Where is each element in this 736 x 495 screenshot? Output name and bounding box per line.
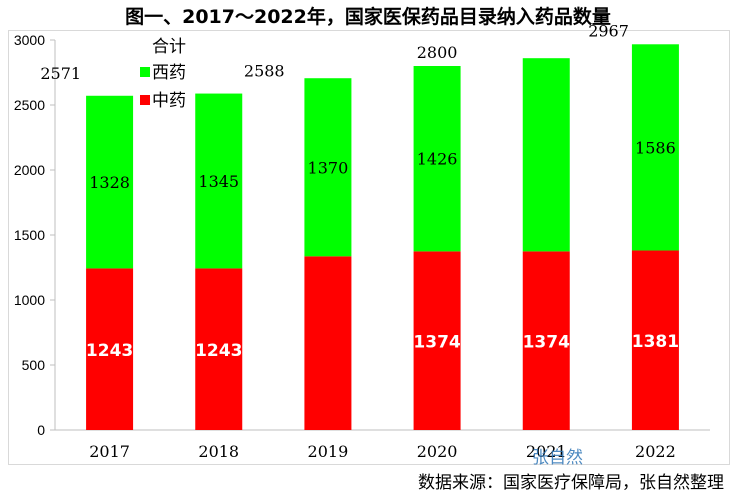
data-label-tcm: 1374 [523, 333, 570, 353]
total-label: 2967 [588, 21, 629, 40]
bar-segment-western [631, 44, 679, 251]
data-label-western: 1426 [417, 150, 458, 169]
legend-label-western: 西药 [152, 63, 186, 83]
y-tick-label: 500 [22, 357, 46, 373]
x-tick-label: 2018 [198, 442, 239, 461]
bar-segment-tcm [304, 256, 352, 430]
x-tick-label: 2020 [417, 442, 458, 461]
x-tick-label: 2017 [89, 442, 130, 461]
data-label-western: 1586 [635, 138, 676, 157]
bar-segment-western [304, 78, 352, 257]
data-label-tcm: 1243 [86, 341, 133, 361]
bar-segment-tcm [631, 250, 679, 430]
total-label: 2588 [244, 62, 285, 81]
bar-segment-western [195, 93, 243, 269]
y-tick-label: 2500 [14, 97, 45, 113]
legend-swatch-western [140, 67, 150, 77]
data-label-western: 1345 [198, 172, 239, 191]
legend-swatch-tcm [140, 95, 150, 105]
bar-segment-tcm [195, 268, 243, 430]
y-tick-label: 0 [37, 422, 45, 438]
data-label-western: 1328 [89, 173, 130, 192]
data-label-tcm: 1243 [195, 341, 242, 361]
chart-frame [8, 30, 730, 465]
total-label: 2571 [40, 64, 81, 83]
bar-segment-tcm [86, 268, 134, 430]
bar-segment-western [522, 58, 570, 252]
data-label-western: 1370 [308, 158, 349, 177]
x-tick-label: 2022 [635, 442, 676, 461]
legend-label-tcm: 中药 [152, 91, 186, 111]
bar-segment-western [86, 95, 134, 269]
data-label-tcm: 1374 [413, 333, 460, 353]
data-label-tcm: 1381 [632, 332, 679, 352]
bar-segment-tcm [413, 251, 461, 430]
x-tick-label: 2019 [308, 442, 349, 461]
y-tick-label: 1000 [14, 292, 45, 308]
legend-title: 合计 [152, 37, 186, 57]
chart-title: 图一、2017～2022年，国家医保药品目录纳入药品数量 [125, 6, 611, 28]
y-tick-label: 1500 [14, 227, 45, 243]
source-note: 数据来源：国家医疗保障局，张自然整理 [418, 473, 724, 493]
y-tick-label: 3000 [14, 32, 45, 48]
x-tick-label: 2021 [526, 442, 567, 461]
bar-segment-western [413, 66, 461, 252]
y-tick-label: 2000 [14, 162, 45, 178]
total-label: 2800 [417, 43, 458, 62]
bar-segment-tcm [522, 251, 570, 430]
watermark: 张自然 [532, 448, 583, 468]
